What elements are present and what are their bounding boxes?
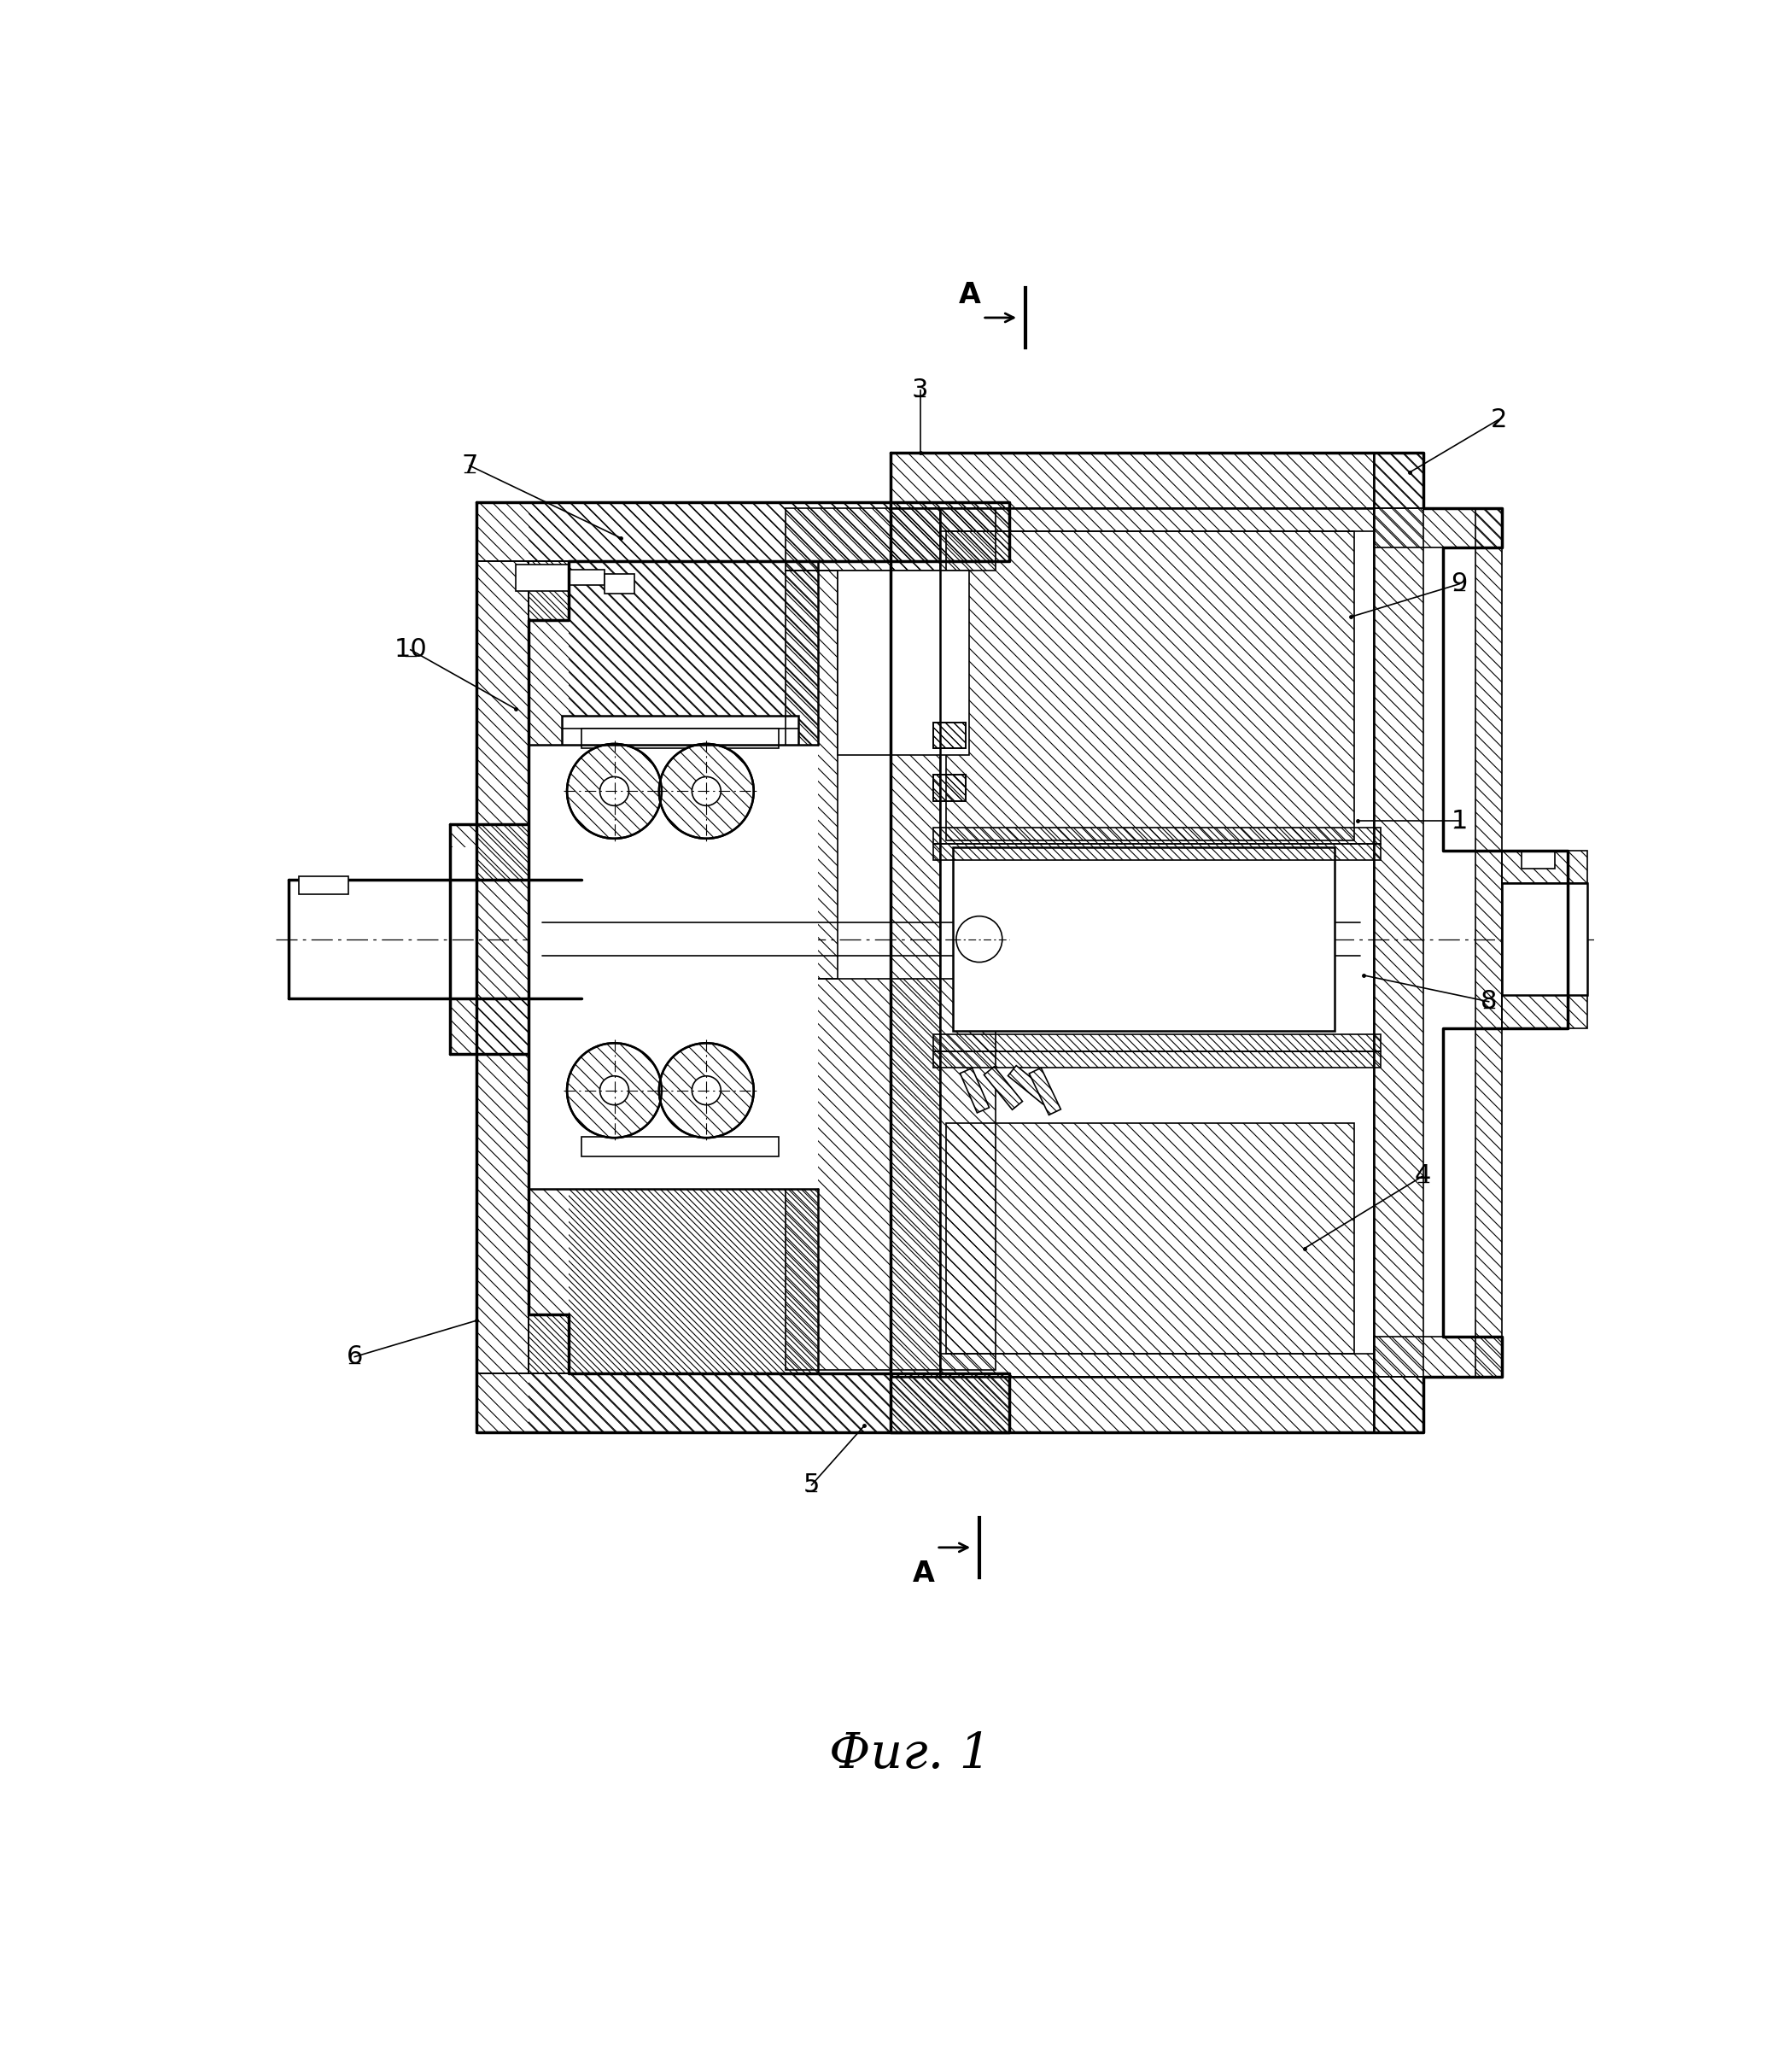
Polygon shape <box>961 1067 989 1113</box>
Polygon shape <box>561 715 799 1169</box>
Circle shape <box>693 1075 721 1104</box>
Text: 2: 2 <box>1490 408 1506 431</box>
Text: 5: 5 <box>803 1473 821 1498</box>
Polygon shape <box>1028 1067 1060 1115</box>
Polygon shape <box>604 574 634 595</box>
Polygon shape <box>581 1135 778 1156</box>
Polygon shape <box>838 572 970 754</box>
Polygon shape <box>529 746 819 1189</box>
Polygon shape <box>1009 1065 1051 1104</box>
Polygon shape <box>298 876 348 895</box>
Text: A: A <box>959 280 980 309</box>
Circle shape <box>955 916 1002 961</box>
Circle shape <box>600 777 629 806</box>
Text: 3: 3 <box>911 377 929 402</box>
Polygon shape <box>954 847 1334 1032</box>
Text: 1: 1 <box>1451 808 1467 833</box>
Circle shape <box>567 744 662 839</box>
Polygon shape <box>1502 883 1588 995</box>
Circle shape <box>659 744 753 839</box>
Polygon shape <box>568 570 604 586</box>
Circle shape <box>659 1042 753 1138</box>
Text: 4: 4 <box>1415 1164 1431 1189</box>
Text: 6: 6 <box>346 1345 362 1370</box>
Polygon shape <box>1522 850 1554 868</box>
Text: 9: 9 <box>1451 572 1467 597</box>
Text: 8: 8 <box>1481 988 1497 1013</box>
Circle shape <box>567 1042 662 1138</box>
Polygon shape <box>581 729 778 748</box>
Circle shape <box>693 777 721 806</box>
Text: A: A <box>913 1560 934 1587</box>
Polygon shape <box>984 1067 1023 1111</box>
Text: 7: 7 <box>462 454 478 479</box>
Polygon shape <box>515 564 568 591</box>
Text: Фиг. 1: Фиг. 1 <box>829 1730 991 1778</box>
Text: 10: 10 <box>394 638 426 663</box>
Circle shape <box>600 1075 629 1104</box>
